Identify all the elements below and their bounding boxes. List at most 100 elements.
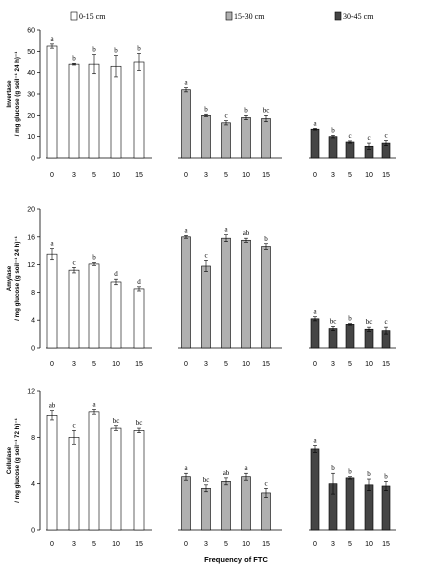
bar xyxy=(133,430,145,531)
bar xyxy=(241,239,251,349)
bar xyxy=(221,122,231,159)
significance-letter: bc xyxy=(203,476,210,484)
x-tick-label: 5 xyxy=(348,361,352,368)
bar xyxy=(133,288,145,349)
bar xyxy=(46,253,58,349)
bar xyxy=(46,45,58,159)
x-tick-label: 10 xyxy=(112,541,120,548)
x-tick-label: 15 xyxy=(262,172,270,179)
bar xyxy=(310,128,320,159)
significance-letter: a xyxy=(244,464,248,472)
y-tick-label: 12 xyxy=(27,389,35,396)
x-tick-label: 10 xyxy=(242,172,250,179)
x-tick-label: 15 xyxy=(262,361,270,368)
x-tick-label: 0 xyxy=(50,172,54,179)
x-tick-label: 3 xyxy=(331,541,335,548)
x-tick-label: 0 xyxy=(50,361,54,368)
series-2: a 0 b 3 c 5 b 10 bc 15 xyxy=(181,79,271,179)
significance-letter: b xyxy=(348,468,352,476)
bar xyxy=(181,476,191,531)
y-tick-label: 0 xyxy=(31,528,35,535)
x-tick-label: 10 xyxy=(112,361,120,368)
bar xyxy=(68,437,80,531)
significance-letter: a xyxy=(184,226,188,234)
legend-label-30-45: 30-45 cm xyxy=(343,12,374,21)
significance-letter: bc xyxy=(113,417,120,425)
significance-letter: c xyxy=(224,112,227,120)
y-tick-label: 8 xyxy=(31,290,35,297)
legend-item-15-30: 15-30 cm xyxy=(225,11,265,21)
x-tick-label: 15 xyxy=(135,172,143,179)
y-tick-label: 8 xyxy=(31,435,35,442)
legend-swatch-0-15 xyxy=(70,11,78,21)
bar xyxy=(181,89,191,159)
bar xyxy=(364,484,374,531)
significance-letter: c xyxy=(72,258,75,266)
x-tick-label: 0 xyxy=(50,541,54,548)
y-tick-label: 12 xyxy=(27,262,35,269)
x-tick-label: 5 xyxy=(224,541,228,548)
x-tick-label: 10 xyxy=(365,361,373,368)
x-tick-label: 3 xyxy=(72,172,76,179)
x-tick-label: 0 xyxy=(184,541,188,548)
bar xyxy=(241,476,251,531)
significance-letter: d xyxy=(137,278,141,286)
series-2: a 0 bc 3 ab 5 a 10 c 15 xyxy=(181,464,271,548)
bar xyxy=(221,481,231,531)
significance-letter: d xyxy=(114,270,118,278)
x-tick-label: 3 xyxy=(204,541,208,548)
legend-swatch-15-30 xyxy=(225,11,233,21)
legend-item-30-45: 30-45 cm xyxy=(334,11,374,21)
bar xyxy=(133,61,145,159)
y-axis-title: / mg glucose (g soil⁻¹ 24 h)⁻¹ xyxy=(14,52,21,137)
legend-label-15-30: 15-30 cm xyxy=(234,12,265,21)
significance-letter: b xyxy=(137,44,141,52)
significance-letter: a xyxy=(50,240,54,248)
y-axis-title: / mg glucose (g soil⁻¹ 72 h)⁻¹ xyxy=(14,418,21,503)
y-tick-label: 0 xyxy=(31,346,35,353)
x-tick-label: 10 xyxy=(365,172,373,179)
y-axis-title: Invertase xyxy=(6,80,13,108)
significance-letter: b xyxy=(114,47,118,55)
x-tick-label: 0 xyxy=(184,361,188,368)
series-3: a 0 b 3 b 5 b 10 b 15 xyxy=(310,436,391,548)
x-tick-label: 10 xyxy=(242,361,250,368)
y-tick-label: 10 xyxy=(27,134,35,141)
bar xyxy=(261,118,271,159)
significance-letter: b xyxy=(331,464,335,472)
y-tick-label: 20 xyxy=(27,207,35,214)
significance-letter: b xyxy=(244,106,248,114)
x-tick-label: 3 xyxy=(72,361,76,368)
significance-letter: a xyxy=(313,119,317,127)
bar xyxy=(328,328,338,349)
significance-letter: b xyxy=(92,46,96,54)
x-tick-label: 5 xyxy=(348,172,352,179)
x-tick-label: 5 xyxy=(92,541,96,548)
significance-letter: b xyxy=(331,126,335,134)
significance-letter: b xyxy=(367,470,371,478)
bar xyxy=(345,477,355,531)
x-tick-label: 15 xyxy=(382,172,390,179)
bar xyxy=(261,246,271,349)
bar xyxy=(68,63,80,159)
x-tick-label: 10 xyxy=(242,541,250,548)
y-tick-label: 50 xyxy=(27,49,35,56)
bar xyxy=(110,281,122,349)
bar xyxy=(328,136,338,159)
bar xyxy=(88,263,100,349)
y-tick-label: 30 xyxy=(27,92,35,99)
legend-label-0-15: 0-15 cm xyxy=(79,12,106,21)
y-axis-title: Amylase xyxy=(6,265,13,291)
significance-letter: bc xyxy=(263,106,270,114)
x-tick-label: 15 xyxy=(382,541,390,548)
x-tick-label: 0 xyxy=(313,172,317,179)
significance-letter: bc xyxy=(330,317,337,325)
series-3: a 0 bc 3 b 5 bc 10 c 15 xyxy=(310,308,391,368)
y-tick-label: 4 xyxy=(31,318,35,325)
significance-letter: b xyxy=(92,254,96,262)
significance-letter: a xyxy=(313,308,317,316)
significance-letter: c xyxy=(384,132,387,140)
significance-letter: ab xyxy=(49,402,56,410)
